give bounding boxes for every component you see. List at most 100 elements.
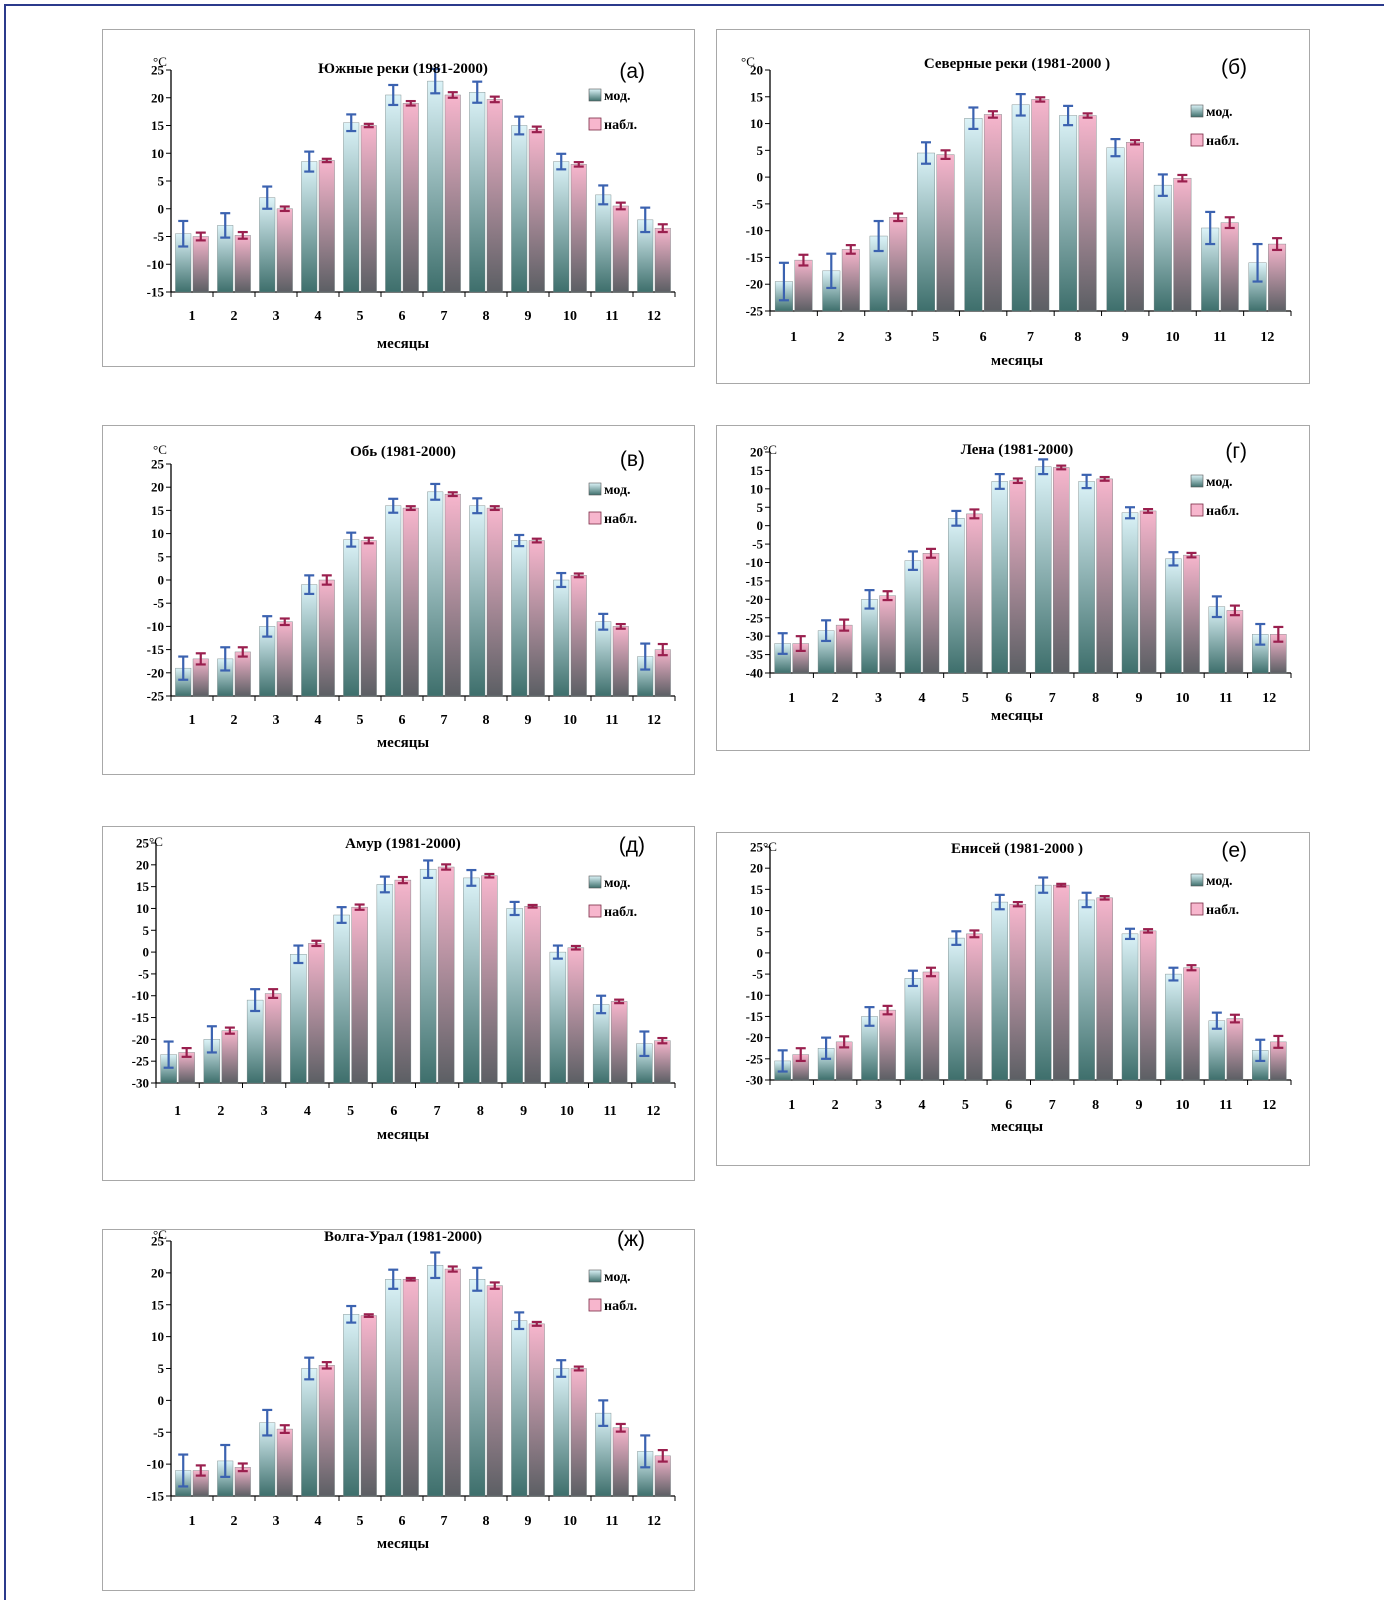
y-tick-label: 15 — [750, 89, 764, 104]
obs-bar — [360, 1315, 377, 1497]
obs-bar-error — [1224, 216, 1235, 230]
model-bar-error — [388, 83, 399, 107]
chart-title: Волга-Урал (1981-2000) — [324, 1230, 482, 1245]
chart-panel-e: 25 20 15 10 5 0 -5 -10 -15 -20 -25 -30 1 2 3 4 5 6 7 8 9 10 11… — [716, 832, 1310, 1166]
x-tick-label: 4 — [315, 309, 322, 324]
x-tick-label: 3 — [273, 713, 280, 728]
unit-label: °C — [763, 442, 777, 457]
y-tick-label: 20 — [151, 1265, 164, 1280]
obs-bar — [192, 236, 209, 293]
obs-bar-error — [405, 505, 416, 512]
model-bar-error — [1110, 137, 1121, 158]
x-tick-label: 7 — [434, 1104, 441, 1119]
x-tick-label: 5 — [932, 330, 939, 345]
obs-bar — [1226, 1018, 1244, 1081]
x-tick-label: 3 — [261, 1104, 268, 1119]
x-tick-label: 1 — [788, 691, 795, 706]
obs-bar-error — [1273, 625, 1284, 643]
y-tick-label: -10 — [147, 257, 164, 272]
model-bar-error — [514, 533, 525, 548]
obs-bar — [486, 507, 503, 697]
model-bar — [917, 152, 935, 312]
obs-bar-error — [969, 929, 980, 939]
obs-bar-error — [279, 617, 290, 627]
model-bar-error — [514, 1311, 525, 1331]
y-tick-label: -5 — [752, 537, 763, 552]
x-axis-label: месяцы — [377, 735, 429, 751]
model-bar — [333, 914, 350, 1084]
obs-bar-error — [237, 1462, 248, 1473]
model-bar-error — [598, 612, 609, 631]
obs-bar-error — [795, 1047, 806, 1063]
x-tick-label: 11 — [605, 1514, 618, 1529]
legend-swatch-model — [588, 482, 602, 496]
model-bar — [1106, 147, 1125, 312]
x-tick-label: 10 — [1175, 691, 1189, 706]
obs-bar — [889, 217, 908, 312]
x-tick-label: 6 — [399, 1514, 406, 1529]
model-bar-error — [472, 497, 483, 515]
model-bar — [385, 94, 402, 293]
obs-bar — [983, 114, 1002, 312]
y-tick-label: 25 — [151, 1234, 165, 1249]
model-bar-error — [1038, 458, 1049, 476]
y-tick-label: 15 — [151, 503, 165, 518]
x-tick-label: 1 — [189, 309, 196, 324]
chart-panel-zh: 25 20 15 10 5 0 -5 -10 -15 1 2 3 4 5 6 7 8 9 10 11 12 Волга-У… — [102, 1229, 695, 1591]
x-tick-label: 12 — [647, 1514, 661, 1529]
obs-bar — [402, 103, 419, 293]
y-tick-label: 10 — [750, 116, 763, 131]
y-tick-label: 25 — [151, 63, 165, 78]
y-tick-label: -10 — [147, 619, 164, 634]
model-bar — [991, 901, 1008, 1081]
model-bar — [1059, 115, 1078, 312]
model-bar — [463, 877, 480, 1084]
model-bar-error — [1255, 1038, 1266, 1063]
legend-label-obs: набл. — [1206, 134, 1239, 149]
model-bar-error — [552, 944, 563, 960]
model-bar — [385, 1279, 402, 1497]
model-bar-error — [864, 1006, 875, 1027]
model-bar — [1121, 933, 1139, 1081]
obs-bar-error — [615, 1422, 626, 1433]
obs-bar-error — [839, 1035, 850, 1049]
x-tick-label: 4 — [315, 1514, 322, 1529]
model-bar-error — [821, 619, 832, 643]
x-tick-label: 4 — [918, 1098, 925, 1113]
obs-bar-error — [795, 635, 806, 652]
model-bar-error — [1038, 876, 1049, 894]
model-bar — [511, 1320, 528, 1497]
model-bar — [301, 161, 318, 293]
chart-panel-d: 25 20 15 10 5 0 -5 -10 -15 -20 -25 -30 1 2 3 4 5 6 7 8 9 10 11… — [102, 826, 695, 1181]
panel-letter: (е) — [1221, 839, 1247, 862]
y-tick-label: 0 — [757, 170, 764, 185]
obs-bar — [612, 626, 629, 697]
y-tick-label: 0 — [158, 573, 165, 588]
model-bar-error — [639, 1030, 650, 1058]
x-tick-label: 5 — [347, 1104, 354, 1119]
obs-bar — [308, 943, 325, 1084]
chart-title: Енисей (1981-2000 ) — [951, 841, 1083, 857]
y-tick-label: 5 — [158, 174, 165, 189]
obs-bar-error — [1229, 1013, 1240, 1024]
obs-bar-error — [1143, 928, 1154, 934]
obs-bar-error — [279, 205, 290, 213]
model-bar — [511, 540, 528, 697]
obs-bar — [654, 227, 671, 293]
obs-bar-error — [195, 231, 206, 242]
y-tick-label: -15 — [132, 1010, 150, 1025]
y-tick-label: -20 — [746, 1030, 763, 1045]
x-tick-label: 3 — [875, 691, 882, 706]
model-bar-error — [556, 1359, 567, 1378]
obs-bar-error — [1012, 477, 1023, 485]
y-tick-label: -25 — [132, 1054, 150, 1069]
legend-swatch-obs — [1190, 503, 1204, 517]
obs-bar — [612, 1427, 629, 1497]
obs-bar — [1009, 480, 1027, 674]
x-axis-label: месяцы — [991, 1119, 1043, 1135]
obs-bar — [481, 875, 498, 1084]
chart-title: Южные реки (1981-2000) — [318, 61, 488, 77]
